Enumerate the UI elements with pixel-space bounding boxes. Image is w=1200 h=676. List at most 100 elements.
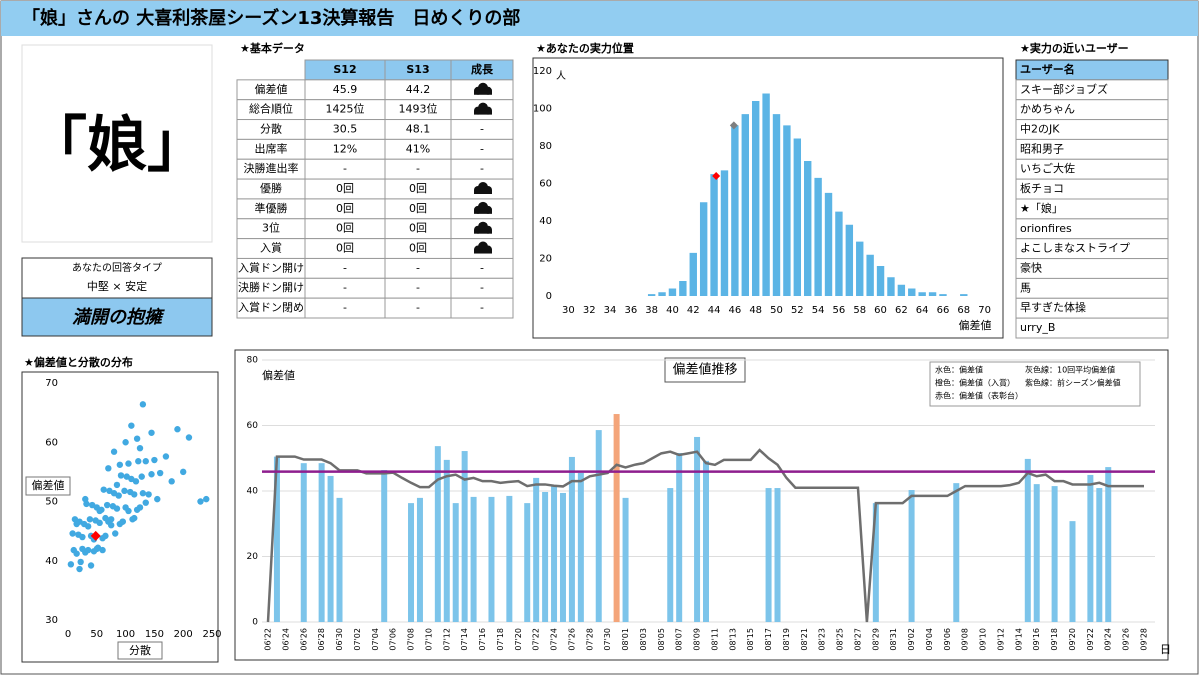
point: [131, 514, 138, 522]
x-tick-label: 07'08: [407, 628, 416, 651]
icon-part: [474, 249, 492, 254]
weather-icon: [474, 82, 492, 95]
bar: [872, 503, 879, 622]
point: [102, 514, 109, 522]
x-tick-label: 09'26: [1122, 628, 1131, 651]
bar: [434, 446, 441, 622]
point: [142, 499, 149, 506]
point: [108, 522, 115, 529]
bar: [1105, 467, 1112, 622]
bar: [300, 463, 307, 622]
bar: [622, 497, 629, 622]
x-tick-label: 08'29: [871, 628, 880, 651]
row-label: 3位: [262, 221, 280, 235]
point: [174, 426, 181, 433]
type-value: 中堅 × 安定: [87, 279, 147, 293]
bar: [381, 470, 388, 622]
x-tick-label: 46: [729, 305, 742, 316]
bar: [1051, 486, 1058, 622]
point: [122, 439, 129, 446]
table-value: -: [480, 122, 484, 135]
x-tick-label: 08'05: [657, 628, 666, 651]
point: [73, 520, 80, 528]
bar: [908, 490, 915, 622]
user-name: orionfires: [1020, 222, 1072, 235]
x-tick-label: 09'12: [996, 628, 1005, 651]
x-tick-label: 07'24: [550, 628, 559, 651]
x-axis-label: 日: [1160, 643, 1171, 656]
x-tick-label: 66: [937, 305, 950, 316]
bar: [751, 101, 760, 296]
point: [148, 429, 155, 436]
list-row: [1015, 317, 1169, 339]
y-tick-label: 40: [45, 556, 58, 567]
table-value: 0回: [409, 222, 427, 235]
point: [117, 472, 125, 479]
type-name: 満開の抱擁: [72, 307, 165, 328]
point: [84, 523, 92, 530]
x-tick-label: 09'16: [1032, 628, 1041, 651]
marker: [729, 121, 738, 130]
bar: [741, 114, 749, 296]
table-value: -: [480, 162, 484, 175]
x-tick-label: 44: [708, 305, 721, 316]
point: [132, 478, 140, 485]
table-value: -: [480, 301, 484, 314]
y-tick-label: 60: [45, 437, 58, 448]
trend-box: [234, 349, 1169, 661]
x-tick-label: 09'06: [943, 628, 952, 651]
bar: [668, 288, 677, 296]
table-value: -: [416, 301, 420, 314]
user-name: 昭和男子: [1020, 142, 1064, 155]
y-tick-label: 30: [45, 615, 58, 626]
x-tick-label: 34: [604, 305, 617, 316]
x-tick-label: 07'16: [478, 628, 487, 651]
bar: [876, 266, 885, 296]
type-heading: あなたの回答タイプ: [72, 261, 162, 274]
x-tick-label: 56: [833, 305, 846, 316]
x-tick-label: 100: [116, 629, 135, 640]
table-value: 0回: [336, 242, 354, 255]
point: [180, 468, 187, 476]
x-tick-label: 08'25: [836, 628, 845, 651]
line: [266, 448, 1144, 623]
y-tick-label: 80: [247, 356, 259, 366]
bar: [765, 488, 772, 622]
icon-part: [474, 110, 492, 115]
x-tick-label: 36: [624, 305, 637, 316]
user-name: いちご大佐: [1020, 161, 1075, 175]
table-value: -: [343, 162, 347, 175]
point: [119, 518, 126, 525]
point: [168, 478, 175, 485]
bar: [689, 252, 697, 296]
bar: [699, 202, 708, 296]
table-value: -: [480, 142, 484, 155]
table-value: -: [343, 261, 347, 274]
table-value: 0回: [336, 222, 354, 235]
point: [79, 533, 86, 541]
point: [136, 444, 144, 452]
x-tick-label: 06'26: [299, 628, 308, 651]
x-label-box: [117, 641, 163, 660]
point: [133, 435, 141, 442]
bar: [551, 485, 558, 622]
x-tick-label: 08'27: [853, 628, 862, 651]
x-tick-label: 07'14: [460, 628, 469, 651]
user-name: ★「娘」: [1020, 201, 1063, 215]
x-tick-label: 09'24: [1104, 628, 1113, 651]
table-value: -: [416, 261, 420, 274]
bar: [1069, 521, 1076, 622]
x-tick-label: 68: [957, 305, 970, 316]
bar: [559, 492, 566, 622]
point: [93, 545, 101, 553]
row-label: 決勝ドン開け: [238, 280, 304, 294]
histogram-box: [532, 57, 1004, 339]
user-name: 板チョコ: [1020, 181, 1064, 195]
x-tick-label: 48: [749, 305, 762, 316]
x-tick-label: 06'22: [264, 628, 273, 651]
bar: [1033, 484, 1040, 622]
column-header: S12: [333, 63, 356, 76]
x-tick-label: 09'20: [1068, 628, 1077, 651]
x-tick-label: 07'20: [514, 628, 523, 651]
